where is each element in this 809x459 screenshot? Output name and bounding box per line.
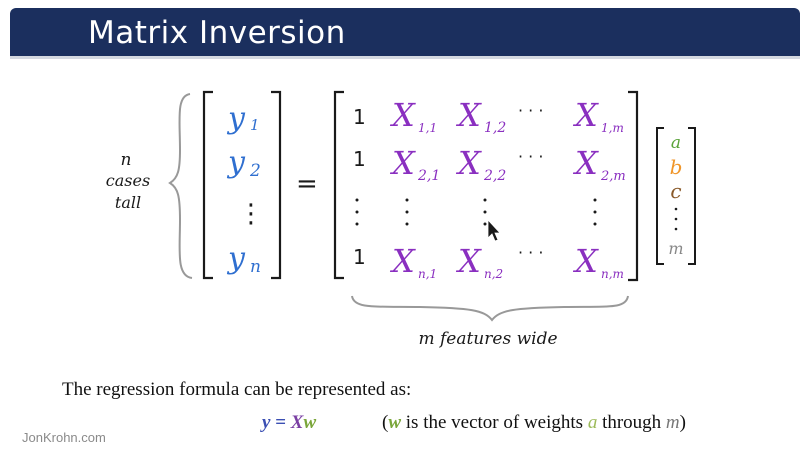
x-1-2-sub: 1,2 (484, 120, 506, 136)
title-divider (10, 56, 800, 59)
footer-watermark: JonKrohn.com (22, 430, 106, 445)
y-bracket-left (202, 90, 213, 280)
y2-subscript: 2 (249, 161, 261, 181)
x-1-1: X (389, 96, 416, 134)
matrix-diagram: n cases tall y 1 y 2 ⋮ y n = 1 1 1 X 1,1… (106, 90, 696, 349)
y1-subscript: 1 (250, 116, 260, 134)
w-m: m (668, 239, 683, 258)
formula-y: y (262, 412, 271, 433)
y-vertical-dots: ⋮ (238, 199, 264, 229)
slide-title: Matrix Inversion (88, 15, 346, 51)
x-2-m: X (572, 144, 599, 182)
note-m: m (665, 412, 680, 433)
rows-label-cases: cases (106, 171, 150, 190)
rows-label-tall: tall (115, 193, 141, 212)
w-vertical-dots (674, 207, 678, 231)
regression-formula: y = Xw (262, 412, 316, 434)
note-a: a (587, 412, 598, 433)
x-n-2-sub: n,2 (484, 267, 503, 281)
w-bracket-right (688, 127, 696, 265)
ones-r1: 1 (353, 105, 366, 129)
ones-r4: 1 (353, 245, 366, 269)
x-n-m: X (572, 242, 599, 280)
x-1-2: X (455, 96, 482, 134)
formula-w: w (303, 412, 317, 433)
row2-dots: · · · (518, 147, 543, 166)
w-b: b (670, 155, 683, 179)
x-2-2-sub: 2,2 (483, 168, 506, 184)
note-close: ) (679, 412, 686, 433)
row1-dots: · · · (518, 101, 543, 120)
x-1-1-sub: 1,1 (418, 121, 437, 135)
note-through: through (597, 412, 666, 433)
equals-sign: = (296, 169, 318, 199)
rows-brace (168, 93, 193, 279)
formula-equals: = (270, 412, 291, 433)
w-a: a (671, 133, 681, 153)
yn-symbol: y (226, 241, 246, 276)
x-2-m-sub: 2,m (600, 169, 626, 184)
x-bracket-right (628, 90, 639, 282)
mouse-pointer-icon (487, 218, 501, 242)
x-1-m: X (572, 96, 599, 134)
x-n-1-sub: n,1 (418, 267, 437, 281)
rows-label-n: n (121, 150, 132, 170)
w-c: c (670, 179, 681, 203)
x-n-m-sub: n,m (601, 267, 624, 281)
x-n-1: X (389, 242, 416, 280)
note-mid: is the vector of weights (401, 412, 588, 433)
y1-symbol: y (226, 101, 246, 136)
formula-x: X (290, 412, 304, 433)
y-bracket-right (271, 90, 282, 280)
x-n-2: X (455, 242, 482, 280)
x-2-1: X (389, 144, 416, 182)
x-1-m-sub: 1,m (601, 121, 624, 135)
yn-subscript: n (250, 257, 261, 277)
x-2-2: X (455, 144, 482, 182)
x-2-1-sub: 2,1 (417, 168, 440, 184)
note-open: ( (382, 412, 389, 433)
weights-note: (w is the vector of weights a through m) (382, 412, 686, 434)
row4-dots: · · · (518, 243, 543, 262)
w-bracket-left (656, 127, 664, 265)
x-bracket-left (333, 90, 344, 280)
columns-brace (351, 295, 629, 322)
y2-symbol: y (226, 145, 246, 180)
caption: The regression formula can be represente… (62, 379, 412, 400)
ones-r2: 1 (353, 147, 366, 171)
row3-vertical-dots (355, 198, 597, 226)
note-w: w (388, 412, 402, 433)
columns-label: m features wide (418, 329, 557, 349)
title-bar: Matrix Inversion (10, 8, 800, 56)
